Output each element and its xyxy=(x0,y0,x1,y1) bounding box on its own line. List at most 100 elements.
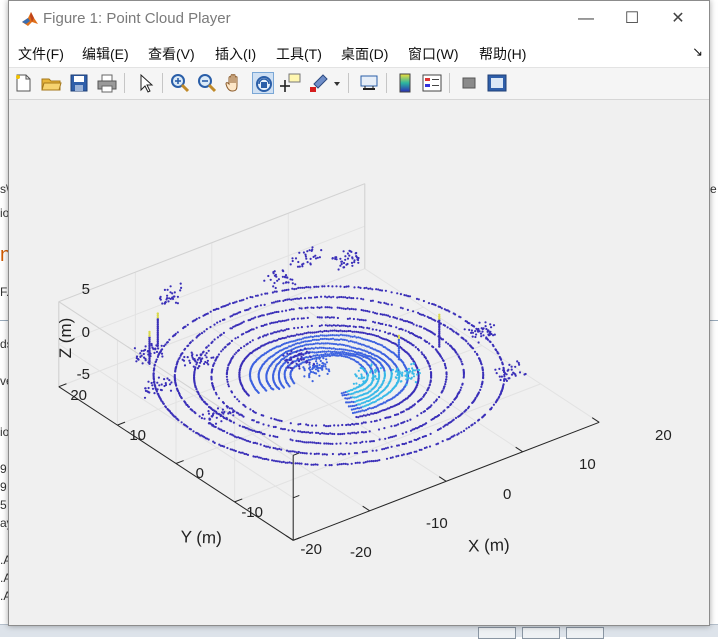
point-cloud-axes[interactable]: Z (m) Y (m) X (m) 5 0 -5 20 10 0 -10 -20… xyxy=(9,100,709,625)
menu-file[interactable]: 文件(F) xyxy=(18,46,64,62)
point-cloud-point xyxy=(186,356,189,359)
point-cloud-point xyxy=(225,373,228,376)
point-cloud-point xyxy=(310,343,314,346)
point-cloud-point xyxy=(316,347,319,350)
brush-dropdown-icon[interactable] xyxy=(332,72,342,94)
axes-box-edge xyxy=(58,301,294,456)
point-cloud-point xyxy=(319,337,322,341)
point-cloud-point xyxy=(156,388,159,391)
point-cloud-point xyxy=(360,343,363,346)
point-cloud-point xyxy=(270,417,273,420)
bg-strip-button[interactable] xyxy=(566,627,604,639)
point-cloud-point xyxy=(379,418,382,421)
point-cloud-point xyxy=(195,336,198,339)
title-bar[interactable]: Figure 1: Point Cloud Player — ☐ ✕ xyxy=(9,1,709,37)
y-tick-label: -20 xyxy=(300,541,322,558)
point-cloud-point xyxy=(315,442,318,445)
menu-insert[interactable]: 插入(I) xyxy=(215,46,257,62)
point-cloud-point xyxy=(343,351,346,354)
save-icon[interactable] xyxy=(68,72,90,94)
rotate-3d-icon[interactable] xyxy=(252,72,274,94)
point-cloud-point xyxy=(231,448,234,451)
point-cloud-point xyxy=(478,321,481,324)
point-cloud-point xyxy=(378,438,381,441)
dock-arrow-icon[interactable]: ↘ xyxy=(692,44,703,59)
menu-desktop[interactable]: 桌面(D) xyxy=(341,46,389,62)
show-plot-tools-icon[interactable] xyxy=(486,72,508,94)
point-cloud-point xyxy=(226,343,229,346)
point-cloud-point xyxy=(331,432,334,435)
point-cloud-point xyxy=(441,389,444,392)
point-cloud-point xyxy=(273,290,276,293)
point-cloud-point xyxy=(346,356,349,359)
point-cloud-point xyxy=(397,351,401,354)
new-figure-icon[interactable] xyxy=(12,72,34,94)
point-cloud-point xyxy=(317,351,320,354)
data-cursor-icon[interactable] xyxy=(280,72,302,94)
point-cloud-point xyxy=(324,363,327,366)
colorbar-icon[interactable] xyxy=(394,72,416,94)
point-cloud-point xyxy=(156,323,159,326)
point-cloud-point xyxy=(196,367,199,370)
menu-window[interactable]: 窗口(W) xyxy=(408,46,459,62)
point-cloud-point xyxy=(504,372,507,375)
point-cloud-point xyxy=(238,299,241,302)
point-cloud-point xyxy=(341,453,345,456)
point-cloud-point xyxy=(321,285,324,288)
menu-view[interactable]: 查看(V) xyxy=(148,46,195,62)
bg-strip-button[interactable] xyxy=(522,627,560,639)
point-cloud-point xyxy=(336,324,339,327)
maximize-button[interactable]: ☐ xyxy=(624,10,640,27)
point-cloud-point xyxy=(363,409,366,412)
zoom-in-icon[interactable] xyxy=(169,72,191,94)
bg-strip-button[interactable] xyxy=(478,627,516,639)
point-cloud-point xyxy=(362,319,365,322)
point-cloud-point xyxy=(147,380,150,383)
zoom-out-icon[interactable] xyxy=(196,72,218,94)
open-icon[interactable] xyxy=(40,72,62,94)
point-cloud-point xyxy=(299,297,303,300)
brush-icon[interactable] xyxy=(308,72,330,94)
point-cloud-point xyxy=(444,383,447,386)
point-cloud-point xyxy=(197,433,200,436)
point-cloud-point xyxy=(467,342,470,345)
point-cloud-point xyxy=(399,318,402,321)
minimize-button[interactable]: — xyxy=(578,10,594,27)
point-cloud-point xyxy=(347,352,350,355)
point-cloud-point xyxy=(351,354,354,357)
point-cloud-point xyxy=(303,344,306,347)
point-cloud-point xyxy=(385,416,389,419)
menu-tools[interactable]: 工具(T) xyxy=(276,46,322,62)
print-icon[interactable] xyxy=(96,72,118,94)
point-cloud-point xyxy=(317,285,320,288)
point-cloud-point xyxy=(447,405,450,409)
point-cloud-point xyxy=(359,415,362,418)
hide-plot-tools-icon[interactable] xyxy=(458,72,480,94)
point-cloud-point xyxy=(234,449,237,453)
menu-help[interactable]: 帮助(H) xyxy=(479,46,527,62)
point-cloud-point xyxy=(176,295,179,298)
pan-hand-icon[interactable] xyxy=(223,72,245,94)
point-cloud-point xyxy=(373,420,376,423)
point-cloud-point xyxy=(232,325,235,328)
point-cloud-point xyxy=(488,340,491,343)
point-cloud-point xyxy=(295,451,298,454)
point-cloud-point xyxy=(303,430,306,434)
plot-area[interactable]: Z (m) Y (m) X (m) 5 0 -5 20 10 0 -10 -20… xyxy=(9,100,709,625)
point-cloud-point xyxy=(257,337,260,340)
point-cloud-point xyxy=(288,335,291,338)
link-plot-icon[interactable] xyxy=(358,72,380,94)
point-cloud-point xyxy=(438,336,441,339)
legend-icon[interactable] xyxy=(421,72,443,94)
point-cloud-point xyxy=(368,430,371,433)
point-cloud-point xyxy=(227,412,230,415)
menu-edit[interactable]: 编辑(E) xyxy=(82,46,129,62)
point-cloud-point xyxy=(340,343,344,346)
pointer-icon[interactable] xyxy=(134,72,156,94)
point-cloud-point xyxy=(147,386,150,390)
point-cloud-point xyxy=(368,339,371,342)
point-cloud-point xyxy=(415,450,418,453)
point-cloud-point xyxy=(189,428,193,431)
close-button[interactable]: ✕ xyxy=(671,10,685,27)
point-cloud-point xyxy=(366,338,369,342)
